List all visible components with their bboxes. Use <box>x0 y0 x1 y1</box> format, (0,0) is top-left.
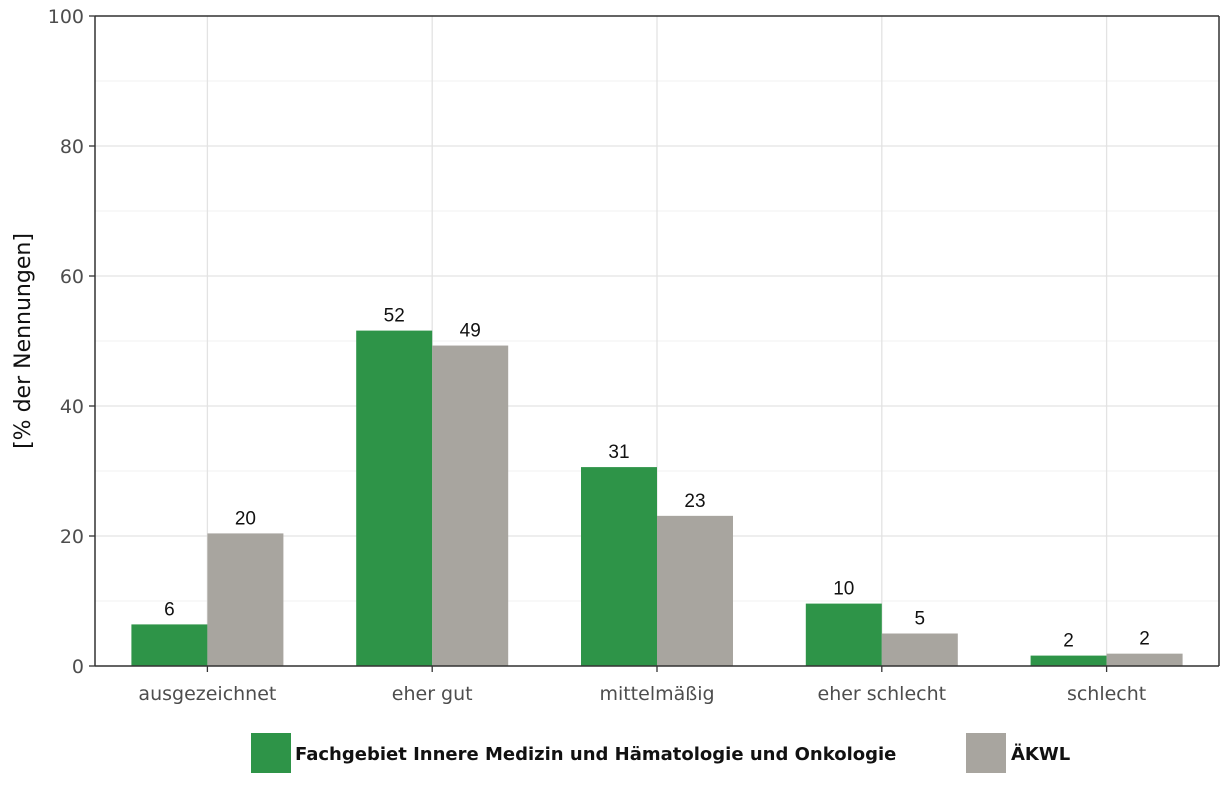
y-tick-label: 100 <box>48 6 84 28</box>
x-tick-label: eher schlecht <box>818 683 947 705</box>
y-tick-label: 80 <box>60 136 84 158</box>
bar-value-label: 6 <box>164 599 175 620</box>
bar <box>207 533 284 666</box>
bar-value-label: 2 <box>1139 629 1150 650</box>
x-tick-label: schlecht <box>1067 683 1146 705</box>
legend-label: Fachgebiet Innere Medizin und Hämatologi… <box>295 744 896 765</box>
bar <box>131 624 208 666</box>
bar <box>1030 655 1107 666</box>
x-tick-label: mittelmäßig <box>599 683 714 705</box>
bar-value-label: 31 <box>608 442 629 463</box>
bar-value-label: 23 <box>684 491 705 512</box>
legend-label: ÄKWL <box>1011 743 1070 765</box>
axes: 0 20 40 60 80 100 ausgezeichnet eher gut mittelm… <box>48 6 1220 705</box>
bar-value-label: 20 <box>235 508 256 529</box>
y-tick-label: 60 <box>60 266 84 288</box>
legend: Fachgebiet Innere Medizin und Hämatologi… <box>251 733 1070 773</box>
y-tick-label: 0 <box>72 656 84 678</box>
bar-value-label: 5 <box>915 609 926 630</box>
bar-value-label: 2 <box>1063 631 1074 652</box>
x-tick-label: eher gut <box>392 683 473 705</box>
bar-value-label: 10 <box>833 579 854 600</box>
bar <box>805 603 882 666</box>
bar-value-label: 49 <box>460 321 481 342</box>
bar <box>581 467 657 666</box>
legend-key <box>966 733 1006 773</box>
bar <box>356 330 433 666</box>
bar <box>1106 653 1183 666</box>
legend-key <box>251 733 291 773</box>
bars <box>131 330 1183 666</box>
y-axis-title: [% der Nennungen] <box>11 233 36 449</box>
bar <box>881 633 958 666</box>
bar <box>657 515 733 666</box>
x-tick-label: ausgezeichnet <box>138 683 276 705</box>
y-tick-label: 40 <box>60 396 84 418</box>
bar-value-label: 52 <box>384 306 405 327</box>
bar <box>432 345 509 666</box>
y-tick-label: 20 <box>60 526 84 548</box>
